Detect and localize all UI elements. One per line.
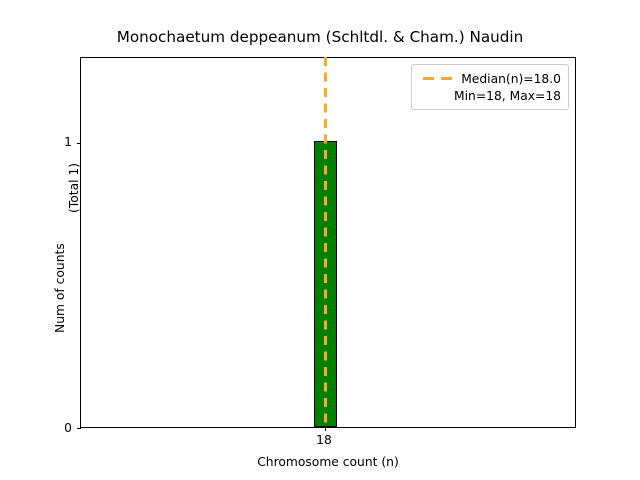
legend-dash-icon bbox=[419, 76, 457, 81]
x-axis-label: Chromosome count (n) bbox=[257, 455, 399, 469]
xtick-label-18: 18 bbox=[316, 433, 332, 447]
plot-area: Median(n)=18.0 Min=18, Max=18 bbox=[77, 57, 576, 431]
ytick-mark-0 bbox=[77, 427, 81, 429]
legend-label-median: Median(n)=18.0 bbox=[461, 71, 561, 86]
ytick-label-0: 0 bbox=[64, 421, 72, 435]
ytick-mark-1 bbox=[77, 142, 81, 144]
ytick-label-1: 1 bbox=[64, 135, 72, 149]
xtick-mark-18 bbox=[325, 427, 327, 431]
legend-label-minmax: Min=18, Max=18 bbox=[454, 88, 561, 103]
legend: Median(n)=18.0 Min=18, Max=18 bbox=[411, 64, 569, 110]
page-title: Monochaetum deppeanum (Schltdl. & Cham.)… bbox=[116, 28, 524, 46]
y-axis-label-line2: (Total 1) bbox=[67, 162, 81, 213]
median-line bbox=[323, 57, 327, 428]
y-axis-label-line1: Num of counts bbox=[53, 243, 67, 333]
bars-layer bbox=[81, 57, 575, 428]
legend-entry-median: Median(n)=18.0 bbox=[419, 70, 561, 87]
legend-entry-minmax: Min=18, Max=18 bbox=[419, 87, 561, 104]
